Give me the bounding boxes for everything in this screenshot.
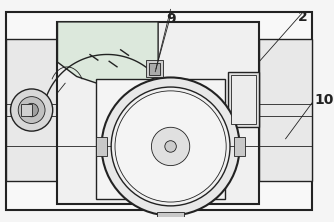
Bar: [21, 104, 32, 116]
Circle shape: [18, 97, 45, 123]
Bar: [57, 22, 259, 204]
Bar: [231, 75, 256, 124]
Bar: [6, 39, 57, 181]
Circle shape: [25, 103, 38, 117]
Polygon shape: [57, 22, 158, 86]
Circle shape: [11, 89, 53, 131]
Bar: [234, 137, 245, 156]
Bar: [149, 63, 160, 75]
Bar: [228, 72, 259, 127]
Bar: [96, 79, 225, 199]
Circle shape: [165, 141, 176, 152]
Bar: [96, 137, 107, 156]
Bar: [259, 39, 312, 181]
Text: 2: 2: [298, 10, 308, 24]
Bar: [157, 212, 184, 222]
Bar: [161, 217, 180, 222]
Bar: [146, 60, 163, 77]
Circle shape: [151, 127, 190, 166]
Circle shape: [115, 91, 226, 202]
Text: 9: 9: [166, 12, 176, 26]
Text: 10: 10: [314, 93, 334, 107]
Circle shape: [102, 77, 239, 216]
Circle shape: [111, 87, 230, 206]
